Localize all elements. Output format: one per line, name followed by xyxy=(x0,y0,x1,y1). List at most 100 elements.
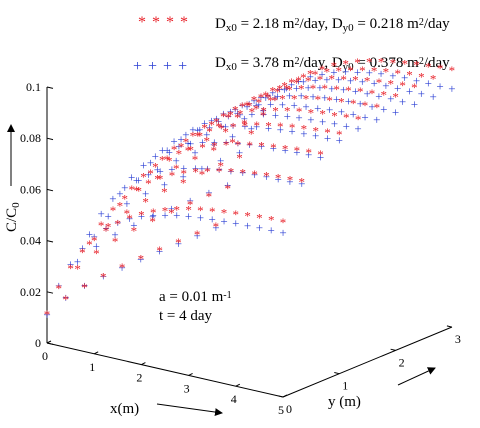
data-point: + xyxy=(274,89,281,104)
data-point: + xyxy=(177,131,184,146)
data-point: * xyxy=(93,246,100,261)
data-point: + xyxy=(279,225,286,240)
data-point: * xyxy=(376,75,383,90)
data-point: + xyxy=(321,90,328,105)
data-point: + xyxy=(251,167,258,182)
data-point: * xyxy=(225,110,232,125)
data-point: + xyxy=(102,221,109,236)
data-point: * xyxy=(218,121,225,136)
data-point: + xyxy=(168,162,175,177)
data-point: * xyxy=(324,65,331,80)
data-point: + xyxy=(286,88,293,103)
z-tick-label: 0.02 xyxy=(20,285,41,299)
data-point: + xyxy=(304,80,311,95)
data-point: + xyxy=(100,268,107,283)
data-point: * xyxy=(124,206,131,221)
data-point: + xyxy=(204,161,211,176)
z-tick-mark xyxy=(46,342,54,345)
data-point: * xyxy=(322,81,329,96)
data-point: * xyxy=(168,205,175,220)
data-point: + xyxy=(262,90,269,105)
data-point: + xyxy=(281,82,288,97)
y-tick-mark xyxy=(390,348,396,351)
data-point: * xyxy=(221,205,228,220)
data-point: + xyxy=(116,186,123,201)
data-point: * xyxy=(265,118,272,133)
data-point: * xyxy=(190,129,197,144)
z-tick-label: 0.08 xyxy=(20,131,41,145)
data-point: * xyxy=(242,118,249,133)
data-point: + xyxy=(257,89,264,104)
data-point: + xyxy=(264,88,271,103)
data-point: + xyxy=(328,81,335,96)
data-point: + xyxy=(387,91,394,106)
data-point: * xyxy=(140,169,147,184)
data-point: + xyxy=(74,254,81,269)
data-point: + xyxy=(373,112,380,127)
data-point: + xyxy=(236,107,243,122)
data-point: + xyxy=(196,122,203,137)
data-point: + xyxy=(227,104,234,119)
data-point: + xyxy=(418,86,425,101)
data-point: * xyxy=(169,168,176,183)
data-point: * xyxy=(319,107,326,122)
data-point: * xyxy=(326,93,333,108)
data-point: * xyxy=(281,79,288,94)
legend-symbol-2: + + + + xyxy=(133,58,188,75)
annotation-t: t = 4 day xyxy=(159,308,213,324)
data-point: * xyxy=(110,203,117,218)
data-point: * xyxy=(350,96,357,111)
data-point: * xyxy=(335,63,342,78)
data-point: * xyxy=(383,65,390,80)
data-point: + xyxy=(401,70,408,85)
data-point: * xyxy=(307,67,314,82)
data-point: * xyxy=(185,143,192,158)
data-point: + xyxy=(243,99,250,114)
data-point: * xyxy=(253,101,260,116)
data-point: + xyxy=(79,241,86,256)
data-point: + xyxy=(140,157,147,172)
data-point: * xyxy=(310,81,317,96)
data-point: + xyxy=(370,76,377,91)
data-point: + xyxy=(224,177,231,192)
data-point: + xyxy=(199,135,206,150)
data-point: + xyxy=(352,84,359,99)
data-point: * xyxy=(103,223,110,238)
z-tick-mark xyxy=(46,240,54,243)
data-point: + xyxy=(128,169,135,184)
y-tick-label: 0 xyxy=(286,402,292,416)
data-point: + xyxy=(406,83,413,98)
data-point: + xyxy=(241,118,248,133)
data-point: * xyxy=(213,114,220,129)
data-point: * xyxy=(74,261,81,276)
data-point: * xyxy=(112,234,119,249)
legend-label-2: Dx0 = 3.78 m2/day, Dy0 = 0.378 m2/day xyxy=(215,55,450,73)
data-point: + xyxy=(225,108,232,123)
data-point: * xyxy=(197,203,204,218)
data-point: * xyxy=(166,154,173,169)
data-point: + xyxy=(284,108,291,123)
x-axis-label: x(m) xyxy=(110,401,139,417)
data-point: + xyxy=(220,106,227,121)
x-tick-label: 2 xyxy=(136,371,142,385)
data-point: * xyxy=(206,189,213,204)
data-point: * xyxy=(199,140,206,155)
data-point: * xyxy=(279,92,286,107)
legend-entry-1: * * * * Dx0 = 2.18 m2/day, Dy0 = 0.218 m… xyxy=(138,14,450,34)
data-point: + xyxy=(184,135,191,150)
data-point: + xyxy=(276,81,283,96)
data-point: + xyxy=(156,164,163,179)
data-point: * xyxy=(449,63,456,78)
data-point: + xyxy=(302,99,309,114)
data-point: * xyxy=(178,140,185,155)
data-point: * xyxy=(300,70,307,85)
data-point: * xyxy=(283,82,290,97)
data-point: + xyxy=(354,121,361,136)
data-point: * xyxy=(437,61,444,76)
data-point: + xyxy=(241,111,248,126)
data-point: * xyxy=(272,93,279,108)
data-point: + xyxy=(168,201,175,216)
data-point: + xyxy=(248,121,255,136)
data-point: + xyxy=(342,64,349,79)
